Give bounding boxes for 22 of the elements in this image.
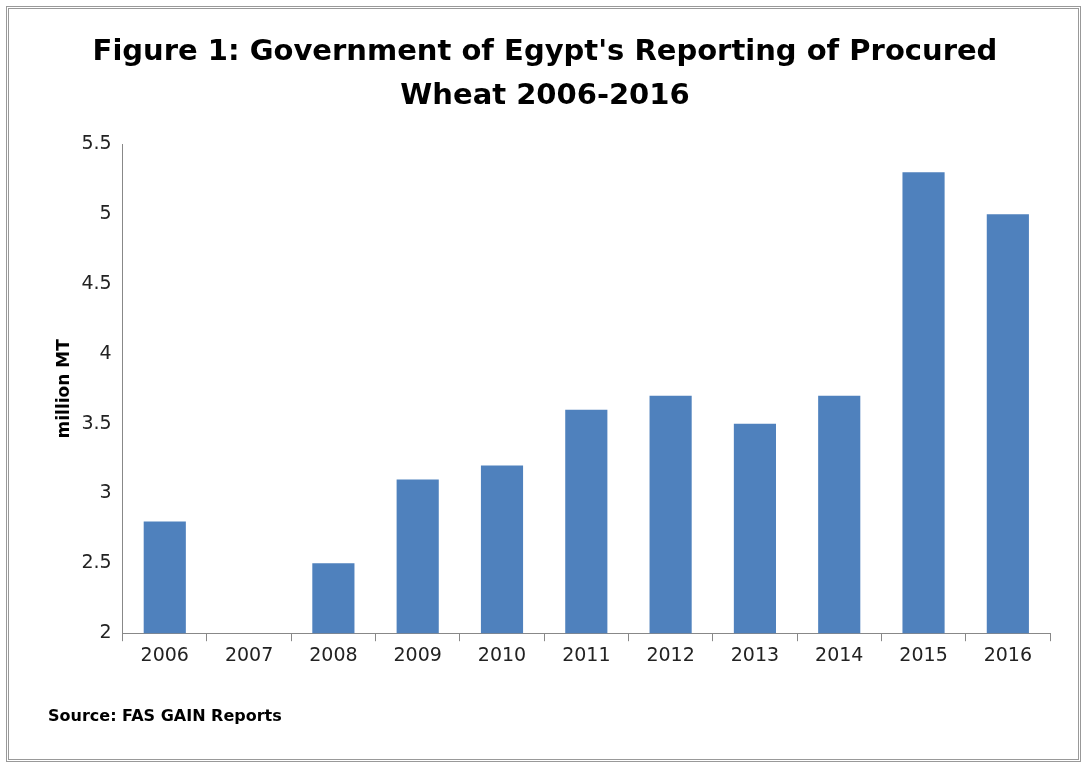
y-tick-label: 4 bbox=[99, 340, 112, 363]
x-tick-label: 2009 bbox=[393, 642, 442, 665]
x-tick-label: 2007 bbox=[224, 642, 274, 665]
x-tick-label: 2015 bbox=[899, 642, 948, 665]
chart-title: Figure 1: Government of Egypt's Reporting of Procured Wheat 2006-2016 bbox=[91, 32, 999, 113]
y-tick-label: 5.5 bbox=[81, 131, 112, 154]
y-tick-label: 4.5 bbox=[81, 270, 112, 293]
y-tick-label: 3.5 bbox=[81, 410, 112, 433]
y-axis-title: million MT bbox=[52, 338, 73, 439]
x-tick-label: 2013 bbox=[730, 642, 780, 665]
y-tick-label: 3 bbox=[99, 480, 112, 503]
x-tick-label: 2011 bbox=[562, 642, 611, 665]
x-tick-label: 2006 bbox=[140, 642, 189, 665]
x-tick-label: 2014 bbox=[815, 642, 864, 665]
x-tick-label: 2012 bbox=[646, 642, 695, 665]
y-tick-label: 5 bbox=[99, 201, 112, 224]
source-note: Source: FAS GAIN Reports bbox=[48, 706, 282, 725]
x-tick-label: 2010 bbox=[477, 642, 527, 665]
x-tick-label: 2016 bbox=[983, 642, 1033, 665]
x-tick-label: 2008 bbox=[309, 642, 358, 665]
y-tick-label: 2.5 bbox=[81, 550, 112, 573]
y-tick-label: 2 bbox=[99, 620, 112, 643]
